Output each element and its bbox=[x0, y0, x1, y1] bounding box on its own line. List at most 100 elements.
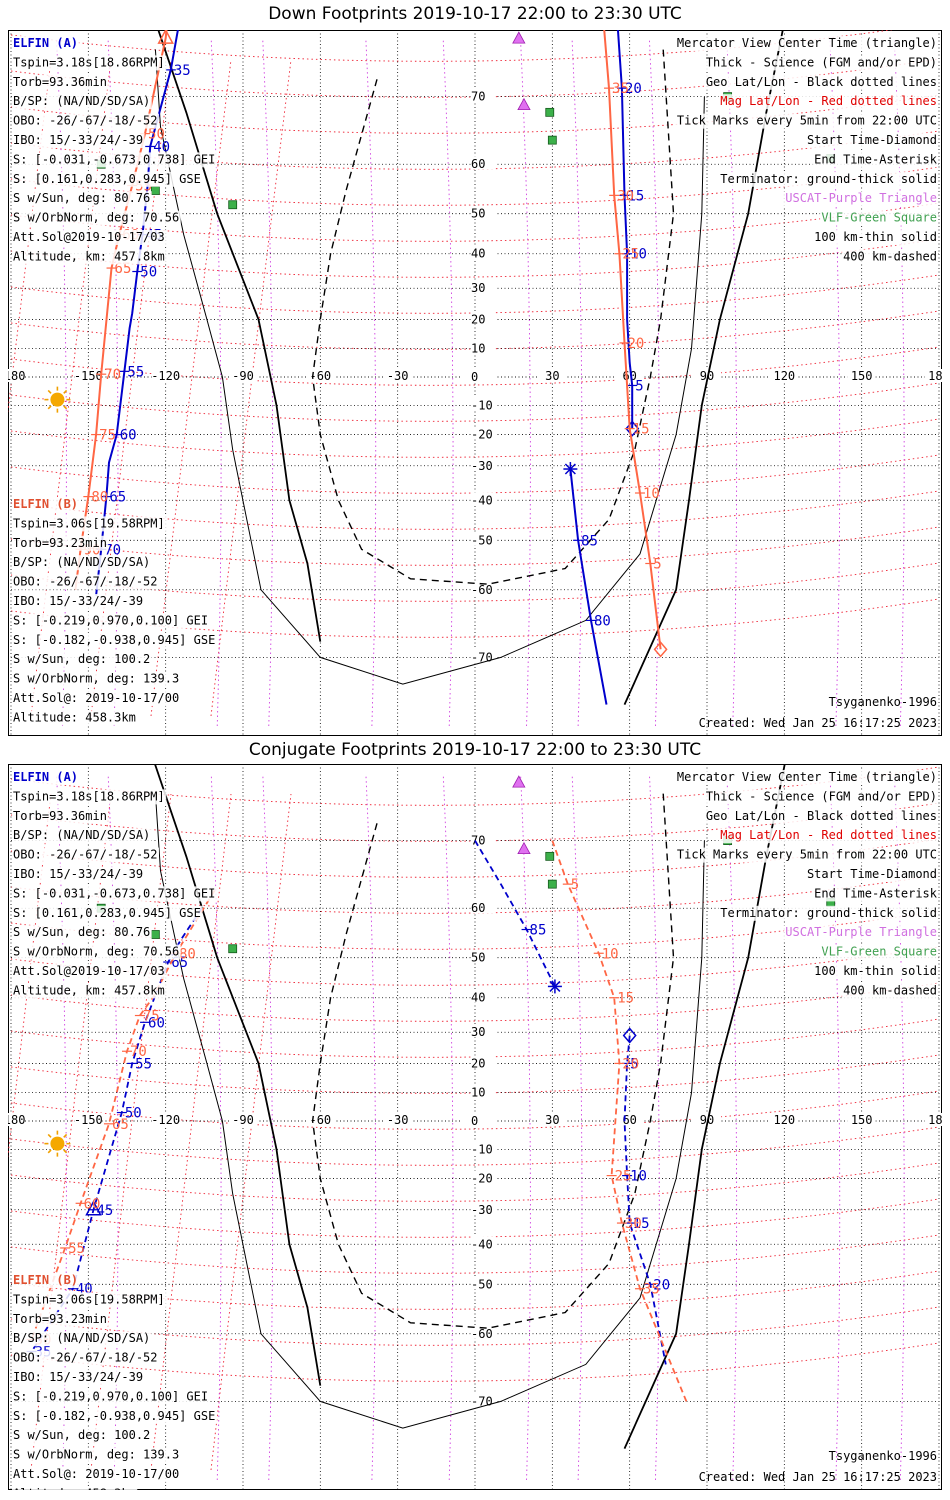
tick-label-bg bbox=[471, 426, 495, 440]
info-bg bbox=[12, 691, 181, 706]
elfin-b-info-line: ELFIN (B) bbox=[13, 497, 78, 511]
lat-tick-label: 70 bbox=[471, 90, 485, 104]
info-bg bbox=[12, 905, 203, 921]
legend-entry: Thick - Science (FGM and/or EPD) bbox=[706, 789, 937, 803]
elfin-a-info-line: Altitude, km: 457.8km bbox=[13, 249, 165, 263]
lat-tick-label: -20 bbox=[471, 1172, 493, 1186]
legend-entry: End Time-Asterisk bbox=[814, 152, 938, 166]
lon-tick-label: -60 bbox=[309, 1113, 331, 1127]
altitude-400km-contour bbox=[311, 49, 675, 585]
lon-tick-label: -90 bbox=[232, 369, 254, 383]
time-tick-label: 55 bbox=[68, 1241, 85, 1257]
mag-lat-line bbox=[10, 838, 940, 878]
legend-entry: Mercator View Center Time (triangle) bbox=[677, 36, 937, 50]
info-bg bbox=[12, 983, 167, 999]
legend-bg bbox=[718, 94, 938, 110]
info-bg bbox=[12, 133, 145, 148]
legend-bg bbox=[841, 249, 938, 265]
lat-tick-label: -50 bbox=[471, 533, 493, 547]
meridian-line bbox=[107, 39, 119, 727]
start-time-diamond bbox=[625, 420, 640, 437]
time-tick-label: 35 bbox=[612, 81, 629, 97]
tick-label-bg bbox=[770, 1113, 799, 1126]
mag-lon-line bbox=[210, 793, 292, 1471]
elfin-a-info-line: B/SP: (NA/ND/SD/SA) bbox=[13, 94, 150, 108]
info-bg bbox=[12, 74, 109, 90]
lat-tick-label: 60 bbox=[471, 157, 485, 171]
sun-icon bbox=[44, 386, 71, 413]
lat-tick-label: 10 bbox=[471, 342, 485, 356]
time-tick-label: 35 bbox=[174, 63, 191, 79]
lon-tick-label: 120 bbox=[773, 1113, 795, 1127]
legend-bg bbox=[675, 770, 938, 785]
elfin-a-info-line: S w/OrbNorm, deg: 70.56 bbox=[13, 945, 179, 959]
time-tick-label: 50 bbox=[148, 127, 165, 143]
lat-tick-label: 40 bbox=[471, 991, 485, 1005]
tick-label-bg bbox=[229, 369, 257, 382]
created-label: Created: Wed Jan 25 16:17:25 2023 bbox=[699, 1470, 937, 1484]
tick-label-bg bbox=[471, 1024, 495, 1038]
end-time-asterisk bbox=[563, 462, 578, 477]
legend-bg bbox=[841, 983, 938, 999]
tick-label-bg bbox=[615, 369, 644, 382]
altitude-100km-contour bbox=[154, 49, 705, 685]
legend-entry: 100 km-thin solid bbox=[814, 230, 937, 244]
time-tick-label: 85 bbox=[530, 923, 547, 939]
tick-label-bg bbox=[471, 581, 495, 595]
elfin-a-info-line: Torb=93.36min bbox=[13, 809, 107, 823]
elfin-b-info-line: Altitude: 458.3km bbox=[13, 1486, 136, 1490]
tick-label-bg bbox=[383, 369, 412, 382]
time-tick-label: 10 bbox=[630, 1169, 647, 1185]
legend-entry: Mercator View Center Time (triangle) bbox=[677, 770, 937, 784]
time-tick-label: 20 bbox=[653, 1277, 670, 1293]
legend-bg bbox=[812, 152, 938, 168]
info-bg bbox=[12, 516, 167, 532]
legend-bg bbox=[718, 905, 938, 921]
lon-tick-label: -120 bbox=[151, 369, 180, 383]
time-tick-label: 5 bbox=[635, 378, 643, 394]
mag-lat-line bbox=[10, 1342, 940, 1382]
model-label: Tsyganenko-1996 bbox=[829, 695, 937, 709]
meridian-line bbox=[365, 773, 377, 1481]
sun-disk bbox=[50, 1136, 65, 1151]
mag-lat-line bbox=[10, 454, 940, 494]
lon-tick-label: -120 bbox=[151, 1113, 180, 1127]
info-bg bbox=[12, 171, 203, 187]
tick-label-bg bbox=[471, 1170, 495, 1184]
meridian-line bbox=[520, 39, 531, 727]
tick-label-bg bbox=[151, 1113, 180, 1126]
elfin-a-info-line: Att.Sol@2019-10-17/03 bbox=[13, 964, 165, 978]
footprint-track bbox=[616, 30, 634, 429]
time-tick-label: 5 bbox=[653, 556, 661, 572]
lat-tick-label: -20 bbox=[471, 428, 493, 442]
mag-lat-line bbox=[10, 1234, 940, 1274]
info-bg bbox=[12, 1389, 210, 1405]
sun-ray bbox=[47, 389, 52, 394]
tick-label-bg bbox=[471, 1084, 495, 1098]
tick-label-bg bbox=[151, 369, 180, 382]
elfin-a-info-line: Altitude, km: 457.8km bbox=[13, 983, 165, 997]
meridian-line bbox=[829, 773, 841, 1481]
tick-label-bg bbox=[471, 649, 495, 663]
meridian-line bbox=[893, 773, 905, 1481]
legend-entry: Thick - Science (FGM and/or EPD) bbox=[706, 55, 937, 69]
start-time-diamond bbox=[653, 641, 668, 658]
time-tick-label: 5 bbox=[571, 877, 579, 893]
tick-label-bg bbox=[471, 1113, 495, 1126]
legend-entry: VLF-Green Square bbox=[821, 211, 937, 225]
mag-lat-line bbox=[10, 382, 940, 422]
chart-title: Conjugate Footprints 2019-10-17 22:00 to… bbox=[248, 740, 702, 760]
down-footprints-map: -180 -150 -120 -90 -60 -30 0 30 60 90 120 150 180 70 6… bbox=[8, 30, 942, 736]
info-bg bbox=[12, 613, 210, 629]
info-bg bbox=[12, 789, 167, 805]
info-bg bbox=[12, 1292, 167, 1308]
legend-entry: USCAT-Purple Triangle bbox=[785, 191, 937, 205]
elfin-a-info-line: OBO: -26/-67/-18/-52 bbox=[13, 114, 158, 128]
info-bg bbox=[12, 1331, 152, 1347]
mag-lat-line bbox=[10, 418, 940, 458]
time-tick-label: 10 bbox=[643, 486, 660, 502]
info-bg bbox=[12, 964, 167, 979]
elfin-b-info-line: Att.Sol@: 2019-10-17/00 bbox=[13, 1467, 179, 1481]
lat-tick-label: -60 bbox=[471, 583, 493, 597]
sun-ray bbox=[47, 1149, 52, 1154]
